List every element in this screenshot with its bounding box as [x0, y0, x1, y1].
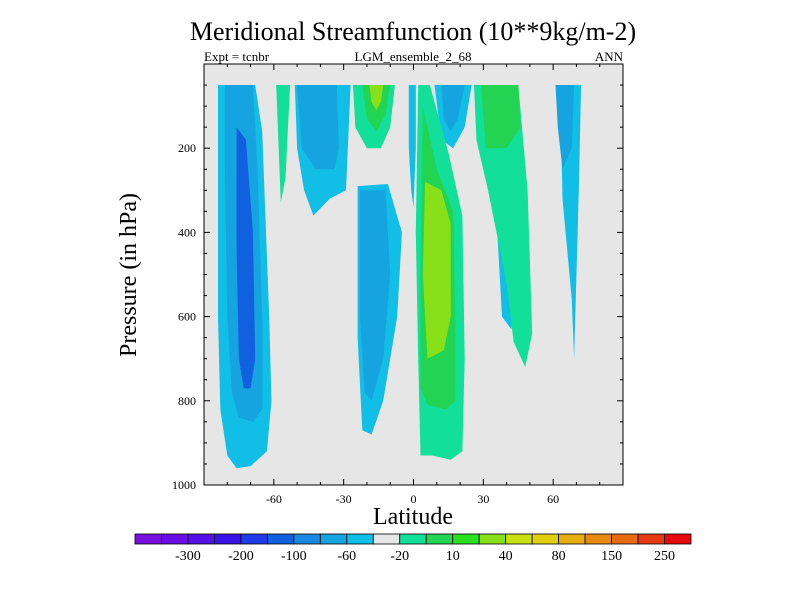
colorbar-label: 10 [446, 549, 460, 564]
colorbar-label: -200 [228, 549, 254, 564]
colorbar-swatch [531, 533, 560, 545]
colorbar-swatch [161, 533, 189, 545]
x-axis-label: Latitude [373, 504, 453, 530]
region-nh-right-teal [474, 85, 533, 368]
colorbar-label: -300 [175, 549, 201, 564]
y-tick-label: 800 [178, 394, 196, 408]
region-nh-right-blue [555, 85, 575, 170]
colorbar-label: -100 [281, 549, 307, 564]
colorbar: -300 -200 -100 -60 -20 10 40 80 150 250 [134, 533, 692, 564]
colorbar-swatch [399, 533, 427, 545]
colorbar-swatch [611, 533, 639, 545]
experiment-label: Expt = tcnbr [204, 49, 270, 64]
colorbar-swatch [187, 533, 215, 545]
region-tail-green [276, 85, 291, 203]
colorbar-label: 150 [601, 549, 622, 564]
colorbar-swatch [505, 533, 533, 545]
region-band-a-blue [297, 85, 339, 170]
x-tick-label: -30 [336, 492, 352, 506]
y-tick-label: 600 [178, 310, 196, 324]
region-nh-right-green [481, 85, 521, 149]
ensemble-label: LGM_ensemble_2_68 [355, 49, 472, 64]
season-label: ANN [595, 49, 624, 64]
colorbar-label: 40 [499, 549, 513, 564]
colorbar-swatch [452, 533, 480, 545]
colorbar-swatch [372, 533, 401, 545]
colorbar-swatch [584, 533, 612, 545]
colorbar-swatch [346, 533, 374, 545]
y-axis-label: Pressure (in hPa) [116, 193, 142, 357]
colorbar-label: -60 [337, 549, 356, 564]
colorbar-label: 250 [654, 549, 675, 564]
region-sa-green-core [369, 85, 384, 111]
colorbar-swatch [637, 533, 665, 545]
colorbar-swatch [293, 533, 321, 545]
x-tick-label: 0 [411, 492, 417, 506]
region-nh-main-light [422, 181, 451, 359]
y-tick-label: 200 [178, 141, 196, 155]
region-band-b-blue [360, 190, 391, 401]
y-tick-label: 1000 [172, 478, 196, 492]
colorbar-swatch [214, 533, 242, 545]
region-thin-cyan-1 [408, 85, 416, 208]
colorbar-label: 80 [552, 549, 566, 564]
chart-title: Meridional Streamfunction (10**9kg/m-2) [190, 17, 636, 46]
y-tick-label: 400 [178, 225, 196, 239]
plot-area: -60 -30 0 30 60 200 400 600 800 1000 [172, 63, 624, 506]
colorbar-swatch [134, 533, 162, 545]
axis-ticks: -60 -30 0 30 60 200 400 600 800 1000 [172, 64, 624, 506]
colorbar-swatch [664, 533, 692, 545]
colorbar-swatch [558, 533, 586, 545]
colorbar-swatch [319, 533, 348, 545]
colorbar-label: -20 [390, 549, 409, 564]
colorbar-swatch [266, 533, 295, 545]
colorbar-swatch [478, 533, 507, 545]
x-tick-label: 30 [477, 492, 489, 506]
colorbar-swatch [425, 533, 454, 545]
contour-regions [218, 85, 582, 469]
colorbar-swatch [240, 533, 268, 545]
x-tick-label: 60 [547, 492, 559, 506]
region-nh-top-blue [441, 85, 465, 132]
region-south-cell-inner [236, 127, 256, 389]
x-tick-label: -60 [266, 492, 282, 506]
